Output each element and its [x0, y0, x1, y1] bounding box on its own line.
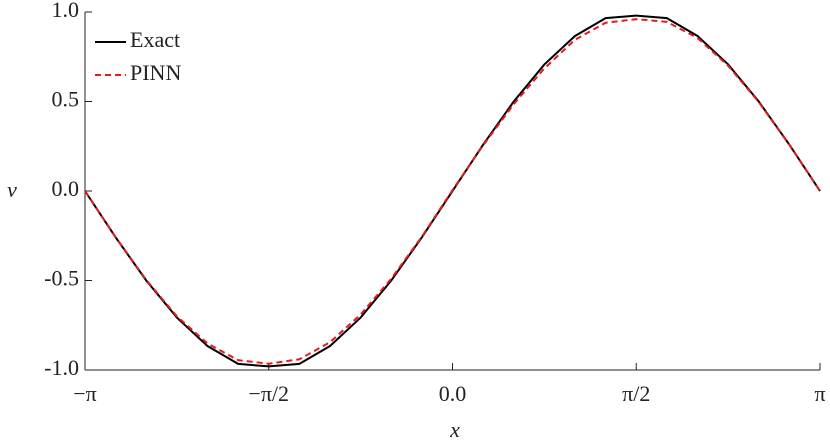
y-tick-label: 0.0 [52, 176, 80, 201]
x-tick-label: −π [73, 381, 97, 406]
y-tick-label: 0.5 [52, 87, 80, 112]
legend-label: PINN [130, 60, 181, 85]
x-tick-label: π [814, 381, 825, 406]
y-axis-label: v [7, 177, 17, 202]
x-tick-label: −π/2 [248, 381, 289, 406]
legend-label: Exact [130, 27, 180, 52]
x-tick-label: π/2 [622, 381, 650, 406]
data-line [84, 18, 821, 365]
y-tick-label: 1.0 [52, 0, 80, 22]
x-tick-label: 0.0 [439, 381, 467, 406]
y-tick-label: -1.0 [44, 355, 79, 380]
y-tick-label: -0.5 [44, 266, 79, 291]
x-axis-label: x [449, 417, 460, 442]
